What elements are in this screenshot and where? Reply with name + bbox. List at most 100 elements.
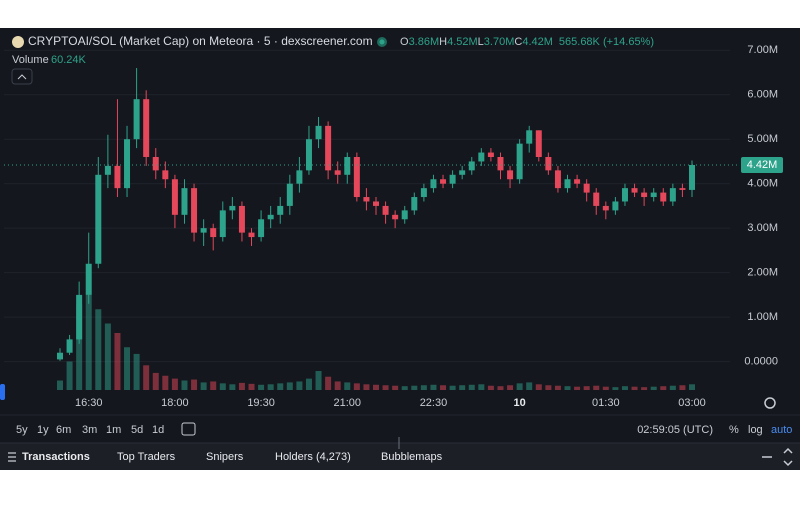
- volume-bar: [382, 385, 389, 390]
- volume-bar: [449, 385, 456, 390]
- volume-bar: [459, 385, 466, 390]
- volume-bar: [602, 386, 609, 390]
- candle-body: [267, 214, 274, 220]
- volume-bar: [104, 323, 111, 390]
- status-dot: [379, 39, 385, 45]
- volume-bar: [200, 382, 207, 390]
- candle-body: [420, 188, 427, 198]
- x-tick-label: 10: [514, 397, 526, 409]
- timeframe-button[interactable]: 6m: [56, 424, 71, 436]
- candle-body: [526, 130, 533, 144]
- candle-body: [258, 219, 265, 238]
- timeframe-button[interactable]: 3m: [82, 424, 97, 436]
- y-tick-label: 7.00M: [747, 44, 778, 56]
- volume-bar: [334, 381, 341, 390]
- scale-option[interactable]: log: [748, 424, 763, 436]
- candle-body: [401, 210, 408, 220]
- volume-bar: [57, 380, 63, 390]
- volume-bar: [286, 382, 293, 390]
- timeframe-button[interactable]: 1m: [106, 424, 121, 436]
- calendar-icon[interactable]: [181, 422, 196, 436]
- volume-bar: [401, 386, 408, 390]
- volume-value: 60.24K: [51, 54, 87, 66]
- tab[interactable]: Bubblemaps: [381, 451, 443, 463]
- volume-bar: [679, 385, 686, 390]
- volume-bar: [516, 383, 523, 390]
- expand-icon[interactable]: [783, 447, 793, 467]
- candle-body: [593, 192, 600, 206]
- candle-body: [334, 170, 341, 175]
- candle-body: [373, 201, 379, 206]
- candle-body: [411, 197, 418, 211]
- candle-body: [382, 205, 389, 215]
- candle-body: [353, 157, 360, 198]
- candle-body: [171, 179, 178, 215]
- volume-bar: [564, 386, 571, 390]
- volume-bar: [641, 387, 648, 390]
- volume-bar: [95, 309, 102, 390]
- candle-body: [210, 228, 217, 238]
- tab[interactable]: Transactions: [22, 451, 90, 463]
- volume-bar: [487, 385, 494, 390]
- candle-body: [612, 201, 619, 211]
- volume-bar: [191, 379, 198, 390]
- scale-option[interactable]: %: [729, 424, 739, 436]
- volume-bar: [583, 386, 590, 390]
- settings-icon[interactable]: [764, 397, 776, 409]
- volume-bar: [133, 353, 140, 390]
- volume-bar: [497, 386, 504, 390]
- candle-body: [621, 188, 628, 202]
- ohlc-value: 4.52M: [447, 36, 478, 48]
- candle-body: [305, 139, 312, 171]
- volume-bar: [373, 384, 379, 390]
- candle-body: [516, 143, 523, 180]
- side-tab[interactable]: [0, 384, 5, 400]
- candle-body: [574, 179, 581, 184]
- volume-bar: [143, 365, 150, 390]
- candle-body: [564, 179, 571, 189]
- candle-body: [286, 183, 293, 206]
- y-tick-label: 2.00M: [747, 267, 778, 279]
- volume-bar: [258, 384, 265, 390]
- volume-bar: [631, 386, 638, 390]
- tab[interactable]: Top Traders: [117, 451, 176, 463]
- ohlc-value: 3.70M: [484, 36, 515, 48]
- timeframe-button[interactable]: 5y: [16, 424, 28, 436]
- x-tick-label: 22:30: [420, 397, 448, 409]
- candle-body: [363, 197, 370, 202]
- volume-bar: [76, 304, 83, 390]
- candle-body: [325, 125, 332, 171]
- collapse-button[interactable]: [11, 68, 33, 85]
- volume-bar: [219, 383, 226, 390]
- candle-body: [238, 205, 245, 233]
- candle-body: [162, 170, 169, 180]
- candle-body: [124, 139, 131, 189]
- volume-bar: [315, 371, 322, 390]
- tab[interactable]: Holders (4,273): [275, 451, 351, 463]
- candle-body: [229, 205, 236, 211]
- x-tick-label: 03:00: [678, 397, 706, 409]
- candle-body: [57, 352, 63, 360]
- timeframe-button[interactable]: 1y: [37, 424, 49, 436]
- volume-bar: [593, 385, 600, 390]
- tab[interactable]: Snipers: [206, 451, 244, 463]
- volume-bar: [430, 384, 437, 390]
- volume-bar: [325, 376, 332, 390]
- volume-bar: [171, 378, 178, 390]
- volume-bar: [440, 385, 447, 390]
- scale-option[interactable]: auto: [771, 424, 792, 436]
- volume-bar: [66, 361, 73, 390]
- candle-body: [497, 157, 504, 171]
- candle-body: [219, 210, 226, 238]
- candle-body: [114, 165, 121, 189]
- volume-bar: [85, 295, 92, 390]
- timeframe-button[interactable]: 1d: [152, 424, 164, 436]
- candle-body: [660, 192, 667, 202]
- volume-bar: [305, 378, 312, 390]
- candle-body: [430, 179, 437, 189]
- volume-bar: [267, 384, 274, 390]
- timeframe-button[interactable]: 5d: [131, 424, 143, 436]
- candle-body: [602, 205, 609, 211]
- candle-body: [248, 232, 255, 238]
